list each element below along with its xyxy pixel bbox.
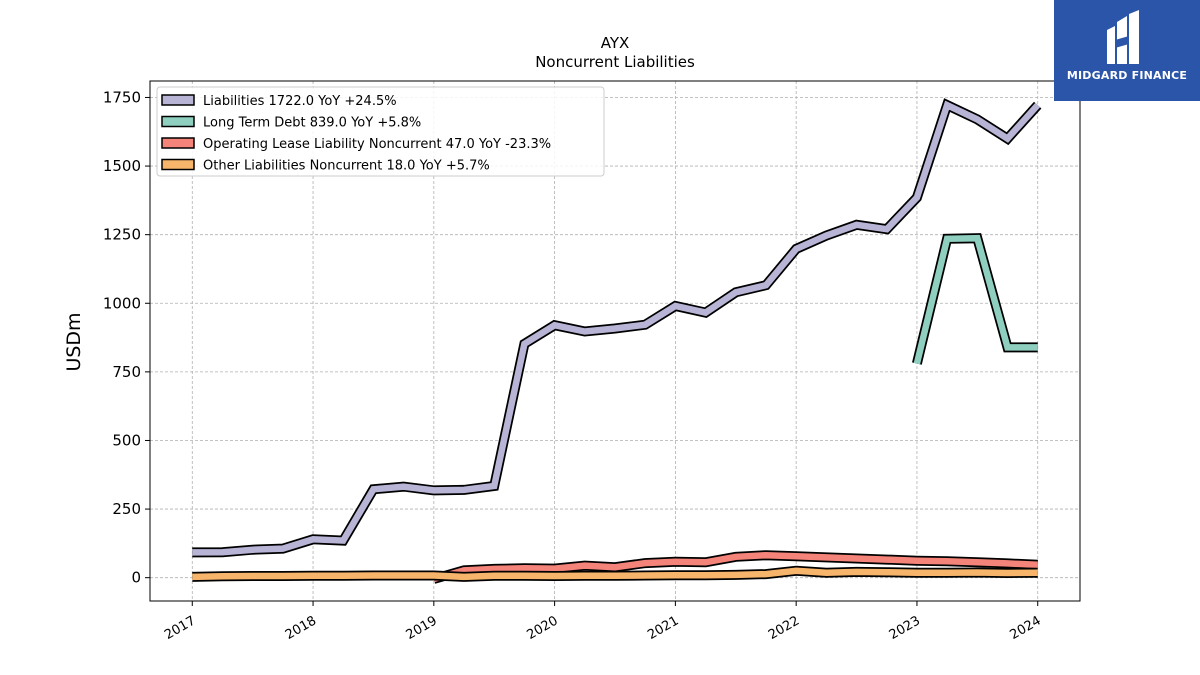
y-tick-label: 1750	[103, 88, 141, 106]
y-tick-label: 250	[112, 500, 141, 518]
legend-swatch	[161, 137, 195, 149]
y-axis: 0 250 500 750 1000 1250 1500 1750	[103, 88, 150, 587]
x-tick-label: 2020	[524, 613, 560, 643]
series-layer	[192, 98, 1042, 584]
y-tick-label: 1500	[103, 157, 141, 175]
brand-name: MIDGARD FINANCE	[1066, 69, 1188, 82]
x-tick-label: 2019	[404, 613, 440, 643]
series-line-3	[192, 567, 1038, 581]
brand-logo: MIDGARD FINANCE	[1054, 0, 1200, 101]
legend-label: Liabilities 1722.0 YoY +24.5%	[203, 94, 397, 109]
legend-swatch	[161, 94, 195, 106]
chart-title: AYX	[601, 34, 630, 52]
legend-label: Other Liabilities Noncurrent 18.0 YoY +5…	[203, 159, 490, 174]
midgard-logo-icon	[1107, 10, 1139, 64]
x-tick-label: 2018	[283, 613, 319, 643]
y-tick-label: 500	[112, 431, 141, 449]
x-tick-label: 2022	[766, 613, 802, 643]
legend: Liabilities 1722.0 YoY +24.5% Long Term D…	[156, 86, 605, 177]
x-tick-label: 2023	[887, 613, 923, 643]
y-axis-label: USDm	[63, 312, 85, 371]
series-line-1	[913, 234, 1038, 365]
y-tick-label: 0	[131, 569, 141, 587]
legend-label: Operating Lease Liability Noncurrent 47.…	[203, 137, 551, 152]
x-tick-label: 2024	[1008, 613, 1044, 643]
x-axis: 2017 2018 2019 2020 2021 2022 2023 2024	[162, 601, 1044, 643]
legend-swatch	[161, 115, 195, 128]
chart-subtitle: Noncurrent Liabilities	[535, 53, 695, 71]
legend-swatch	[161, 158, 195, 171]
x-tick-label: 2021	[645, 613, 681, 643]
legend-box	[156, 86, 605, 177]
legend-label: Long Term Debt 839.0 YoY +5.8%	[203, 116, 421, 131]
series-line-2	[432, 551, 1038, 583]
y-tick-label: 1000	[103, 294, 141, 312]
series-line-0	[192, 100, 1041, 556]
y-tick-label: 1250	[103, 226, 141, 244]
y-tick-label: 750	[112, 363, 141, 381]
x-tick-label: 2017	[162, 613, 198, 643]
plot-frame	[149, 80, 1081, 602]
